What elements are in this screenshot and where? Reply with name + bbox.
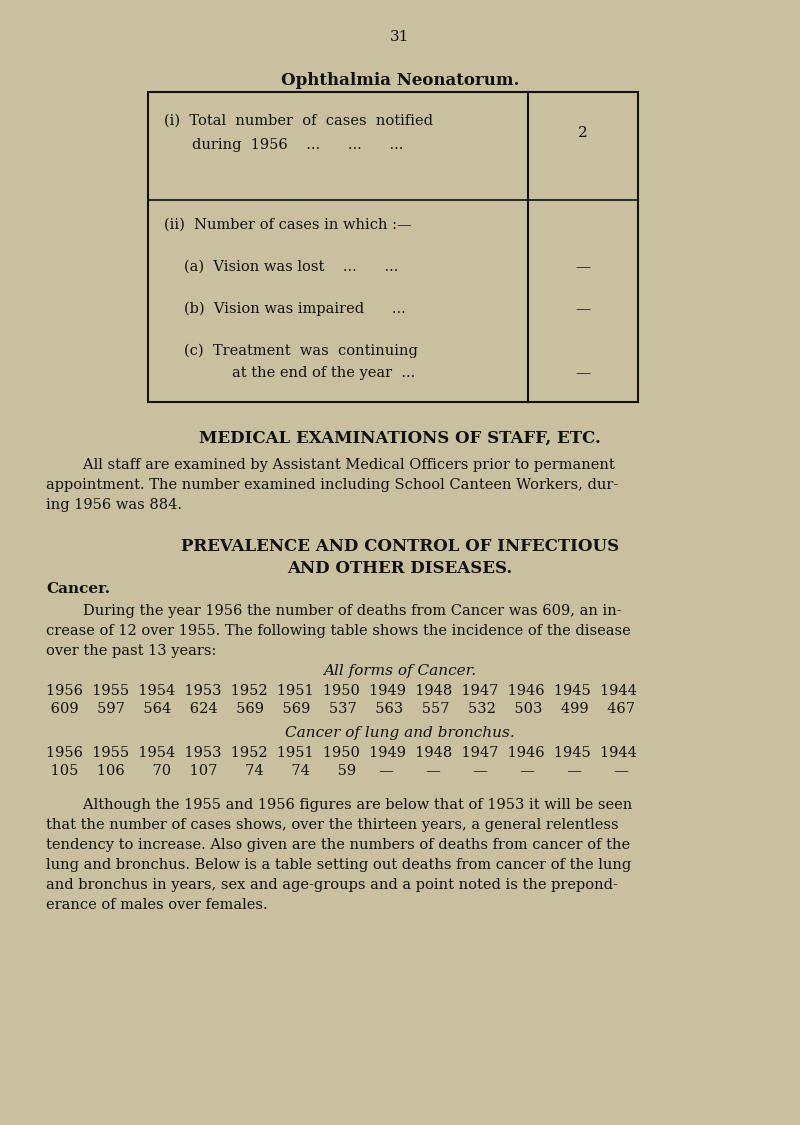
Text: Cancer of lung and bronchus.: Cancer of lung and bronchus. <box>285 726 515 740</box>
Text: (b)  Vision was impaired      ...: (b) Vision was impaired ... <box>184 302 406 316</box>
Text: MEDICAL EXAMINATIONS OF STAFF, ETC.: MEDICAL EXAMINATIONS OF STAFF, ETC. <box>199 430 601 447</box>
Text: 1956  1955  1954  1953  1952  1951  1950  1949  1948  1947  1946  1945  1944: 1956 1955 1954 1953 1952 1951 1950 1949 … <box>46 746 637 760</box>
Text: 105    106      70    107      74      74      59     —       —       —       — : 105 106 70 107 74 74 59 — — — — <box>46 764 629 778</box>
Text: that the number of cases shows, over the thirteen years, a general relentless: that the number of cases shows, over the… <box>46 818 618 832</box>
Text: tendency to increase. Also given are the numbers of deaths from cancer of the: tendency to increase. Also given are the… <box>46 838 630 852</box>
Text: lung and bronchus. Below is a table setting out deaths from cancer of the lung: lung and bronchus. Below is a table sett… <box>46 858 631 872</box>
Text: ing 1956 was 884.: ing 1956 was 884. <box>46 498 182 512</box>
Text: All staff are examined by Assistant Medical Officers prior to permanent: All staff are examined by Assistant Medi… <box>46 458 614 472</box>
Text: 2: 2 <box>578 126 588 140</box>
Text: (ii)  Number of cases in which :—: (ii) Number of cases in which :— <box>164 218 412 232</box>
Text: Ophthalmia Neonatorum.: Ophthalmia Neonatorum. <box>281 72 519 89</box>
Text: All forms of Cancer.: All forms of Cancer. <box>323 664 477 678</box>
Bar <box>148 92 638 402</box>
Text: appointment. The number examined including School Canteen Workers, dur-: appointment. The number examined includi… <box>46 478 618 492</box>
Text: during  1956    ...      ...      ...: during 1956 ... ... ... <box>192 138 403 152</box>
Text: at the end of the year  ...: at the end of the year ... <box>232 366 415 380</box>
Text: crease of 12 over 1955. The following table shows the incidence of the disease: crease of 12 over 1955. The following ta… <box>46 624 630 638</box>
Text: —: — <box>575 260 590 274</box>
Text: (c)  Treatment  was  continuing: (c) Treatment was continuing <box>184 344 418 359</box>
Text: 609    597    564    624    569    569    537    563    557    532    503    499: 609 597 564 624 569 569 537 563 557 532 … <box>46 702 635 716</box>
Text: —: — <box>575 366 590 380</box>
Text: (a)  Vision was lost    ...      ...: (a) Vision was lost ... ... <box>184 260 398 274</box>
Text: Although the 1955 and 1956 figures are below that of 1953 it will be seen: Although the 1955 and 1956 figures are b… <box>46 798 632 812</box>
Text: erance of males over females.: erance of males over females. <box>46 898 268 912</box>
Text: 31: 31 <box>390 30 410 44</box>
Text: 1956  1955  1954  1953  1952  1951  1950  1949  1948  1947  1946  1945  1944: 1956 1955 1954 1953 1952 1951 1950 1949 … <box>46 684 637 698</box>
Text: and bronchus in years, sex and age-groups and a point noted is the prepond-: and bronchus in years, sex and age-group… <box>46 878 618 892</box>
Text: Cancer.: Cancer. <box>46 582 110 596</box>
Text: over the past 13 years:: over the past 13 years: <box>46 644 216 658</box>
Text: PREVALENCE AND CONTROL OF INFECTIOUS: PREVALENCE AND CONTROL OF INFECTIOUS <box>181 538 619 555</box>
Text: —: — <box>575 302 590 316</box>
Text: During the year 1956 the number of deaths from Cancer was 609, an in-: During the year 1956 the number of death… <box>46 604 622 618</box>
Text: AND OTHER DISEASES.: AND OTHER DISEASES. <box>287 560 513 577</box>
Text: (i)  Total  number  of  cases  notified: (i) Total number of cases notified <box>164 114 433 128</box>
